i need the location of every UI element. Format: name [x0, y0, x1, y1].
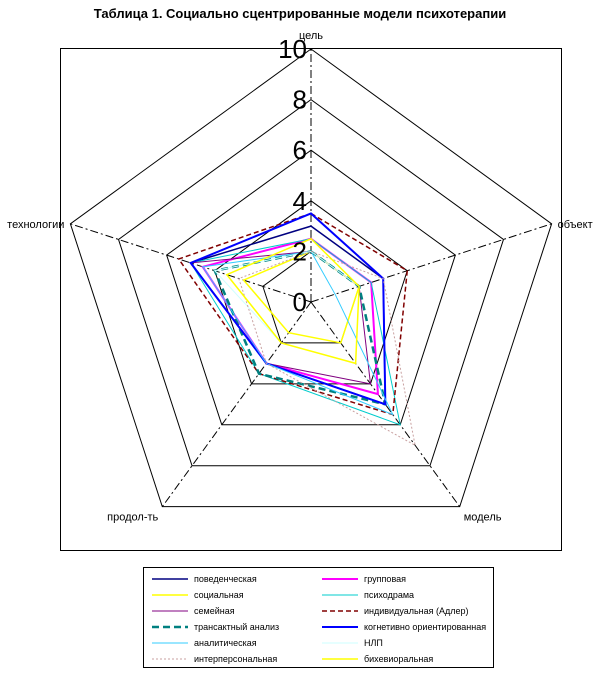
legend-swatch	[152, 622, 188, 632]
legend-item: НЛП	[322, 636, 383, 650]
legend-label: психодрама	[364, 590, 415, 600]
series-line	[201, 250, 394, 416]
legend-swatch	[322, 590, 358, 600]
axis-spoke	[310, 301, 461, 507]
grid-ring	[117, 98, 505, 467]
legend-item: аналитическая	[152, 636, 257, 650]
legend-item: групповая	[322, 572, 406, 586]
legend-swatch	[152, 654, 188, 664]
legend-label: трансактный анализ	[194, 622, 280, 632]
legend-swatch	[322, 606, 358, 616]
legend-label: НЛП	[364, 638, 383, 648]
legend-label: семейная	[194, 606, 235, 616]
tick-label: 8	[293, 85, 307, 115]
radar-series	[177, 212, 416, 447]
legend-item: бихевиоральная	[322, 652, 433, 666]
legend-label: интерперсональная	[194, 654, 278, 664]
legend-swatch	[322, 638, 358, 648]
legend-swatch	[322, 574, 358, 584]
grid-ring	[69, 48, 553, 508]
tick-label: 2	[293, 236, 307, 266]
legend-item: социальная	[152, 588, 244, 602]
legend-swatch	[152, 574, 188, 584]
legend-item: психодрама	[322, 588, 414, 602]
axis-label: продол-ть	[107, 512, 158, 524]
legend-item: интерперсональная	[152, 652, 277, 666]
grid-ring	[166, 149, 456, 426]
legend-label: групповая	[364, 574, 406, 584]
legend-label: когнетивно ориентированная	[364, 622, 487, 632]
legend-item: поведенческая	[152, 572, 257, 586]
legend-label: индивидуальная (Адлер)	[364, 606, 469, 616]
axis-label: технологии	[7, 219, 64, 231]
axis-label: цель	[299, 30, 323, 42]
axis-label: модель	[464, 512, 502, 524]
legend-label: аналитическая	[194, 638, 257, 648]
series-line	[225, 237, 360, 365]
legend-swatch	[152, 606, 188, 616]
axis-spoke	[310, 223, 552, 303]
series-line	[189, 212, 387, 406]
tick-label: 0	[293, 287, 307, 317]
axis-spoke	[70, 223, 312, 303]
grid-ring	[214, 200, 408, 385]
legend-label: социальная	[194, 590, 244, 600]
legend-item: семейная	[152, 604, 235, 618]
series-line	[213, 250, 360, 365]
chart-title: Таблица 1. Социально сцентрированные мод…	[93, 6, 507, 21]
legend-item: трансактный анализ	[152, 620, 279, 634]
series-line	[189, 238, 401, 426]
axis-spoke	[161, 301, 312, 507]
tick-label: 10	[278, 34, 307, 64]
legend-swatch	[322, 654, 358, 664]
legend-label: бихевиоральная	[364, 654, 434, 664]
legend-item: когнетивно ориентированная	[322, 620, 486, 634]
tick-label: 6	[293, 135, 307, 165]
axis-label: объект	[558, 219, 593, 231]
chart-legend: поведенческая групповая социальная психодра…	[143, 567, 494, 668]
legend-item: индивидуальная (Адлер)	[322, 604, 469, 618]
tick-label: 4	[293, 186, 307, 216]
legend-swatch	[152, 590, 188, 600]
series-line	[238, 250, 416, 447]
legend-swatch	[152, 638, 188, 648]
legend-swatch	[322, 622, 358, 632]
radar-grid	[69, 48, 553, 508]
legend-label: поведенческая	[194, 574, 257, 584]
